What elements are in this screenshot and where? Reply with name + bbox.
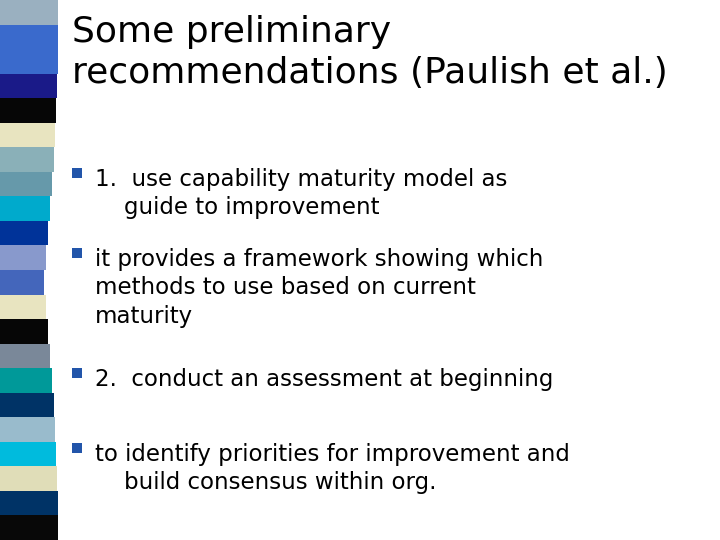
- Bar: [0, 368, 52, 393]
- Bar: [0, 467, 57, 491]
- Bar: [72, 168, 82, 178]
- Bar: [0, 442, 56, 467]
- Bar: [0, 123, 55, 147]
- Bar: [0, 516, 58, 540]
- Bar: [0, 491, 58, 516]
- Text: to identify priorities for improvement and
    build consensus within org.: to identify priorities for improvement a…: [95, 443, 570, 495]
- Text: 1.  use capability maturity model as
    guide to improvement: 1. use capability maturity model as guid…: [95, 168, 508, 219]
- Bar: [0, 49, 58, 73]
- Bar: [72, 443, 82, 453]
- Bar: [0, 270, 43, 294]
- Bar: [0, 221, 48, 246]
- Bar: [0, 172, 52, 197]
- Bar: [0, 393, 54, 417]
- Bar: [72, 248, 82, 258]
- Text: 2.  conduct an assessment at beginning: 2. conduct an assessment at beginning: [95, 368, 554, 391]
- Bar: [72, 368, 82, 378]
- Bar: [0, 24, 58, 49]
- Bar: [0, 343, 50, 368]
- Bar: [0, 197, 50, 221]
- Bar: [0, 417, 55, 442]
- Bar: [0, 294, 46, 319]
- Bar: [0, 98, 56, 123]
- Bar: [0, 319, 48, 343]
- Text: Some preliminary
recommendations (Paulish et al.): Some preliminary recommendations (Paulis…: [72, 15, 667, 90]
- Bar: [0, 73, 57, 98]
- Bar: [0, 246, 46, 270]
- Text: it provides a framework showing which
methods to use based on current
maturity: it provides a framework showing which me…: [95, 248, 544, 328]
- Bar: [0, 0, 58, 24]
- Bar: [0, 147, 54, 172]
